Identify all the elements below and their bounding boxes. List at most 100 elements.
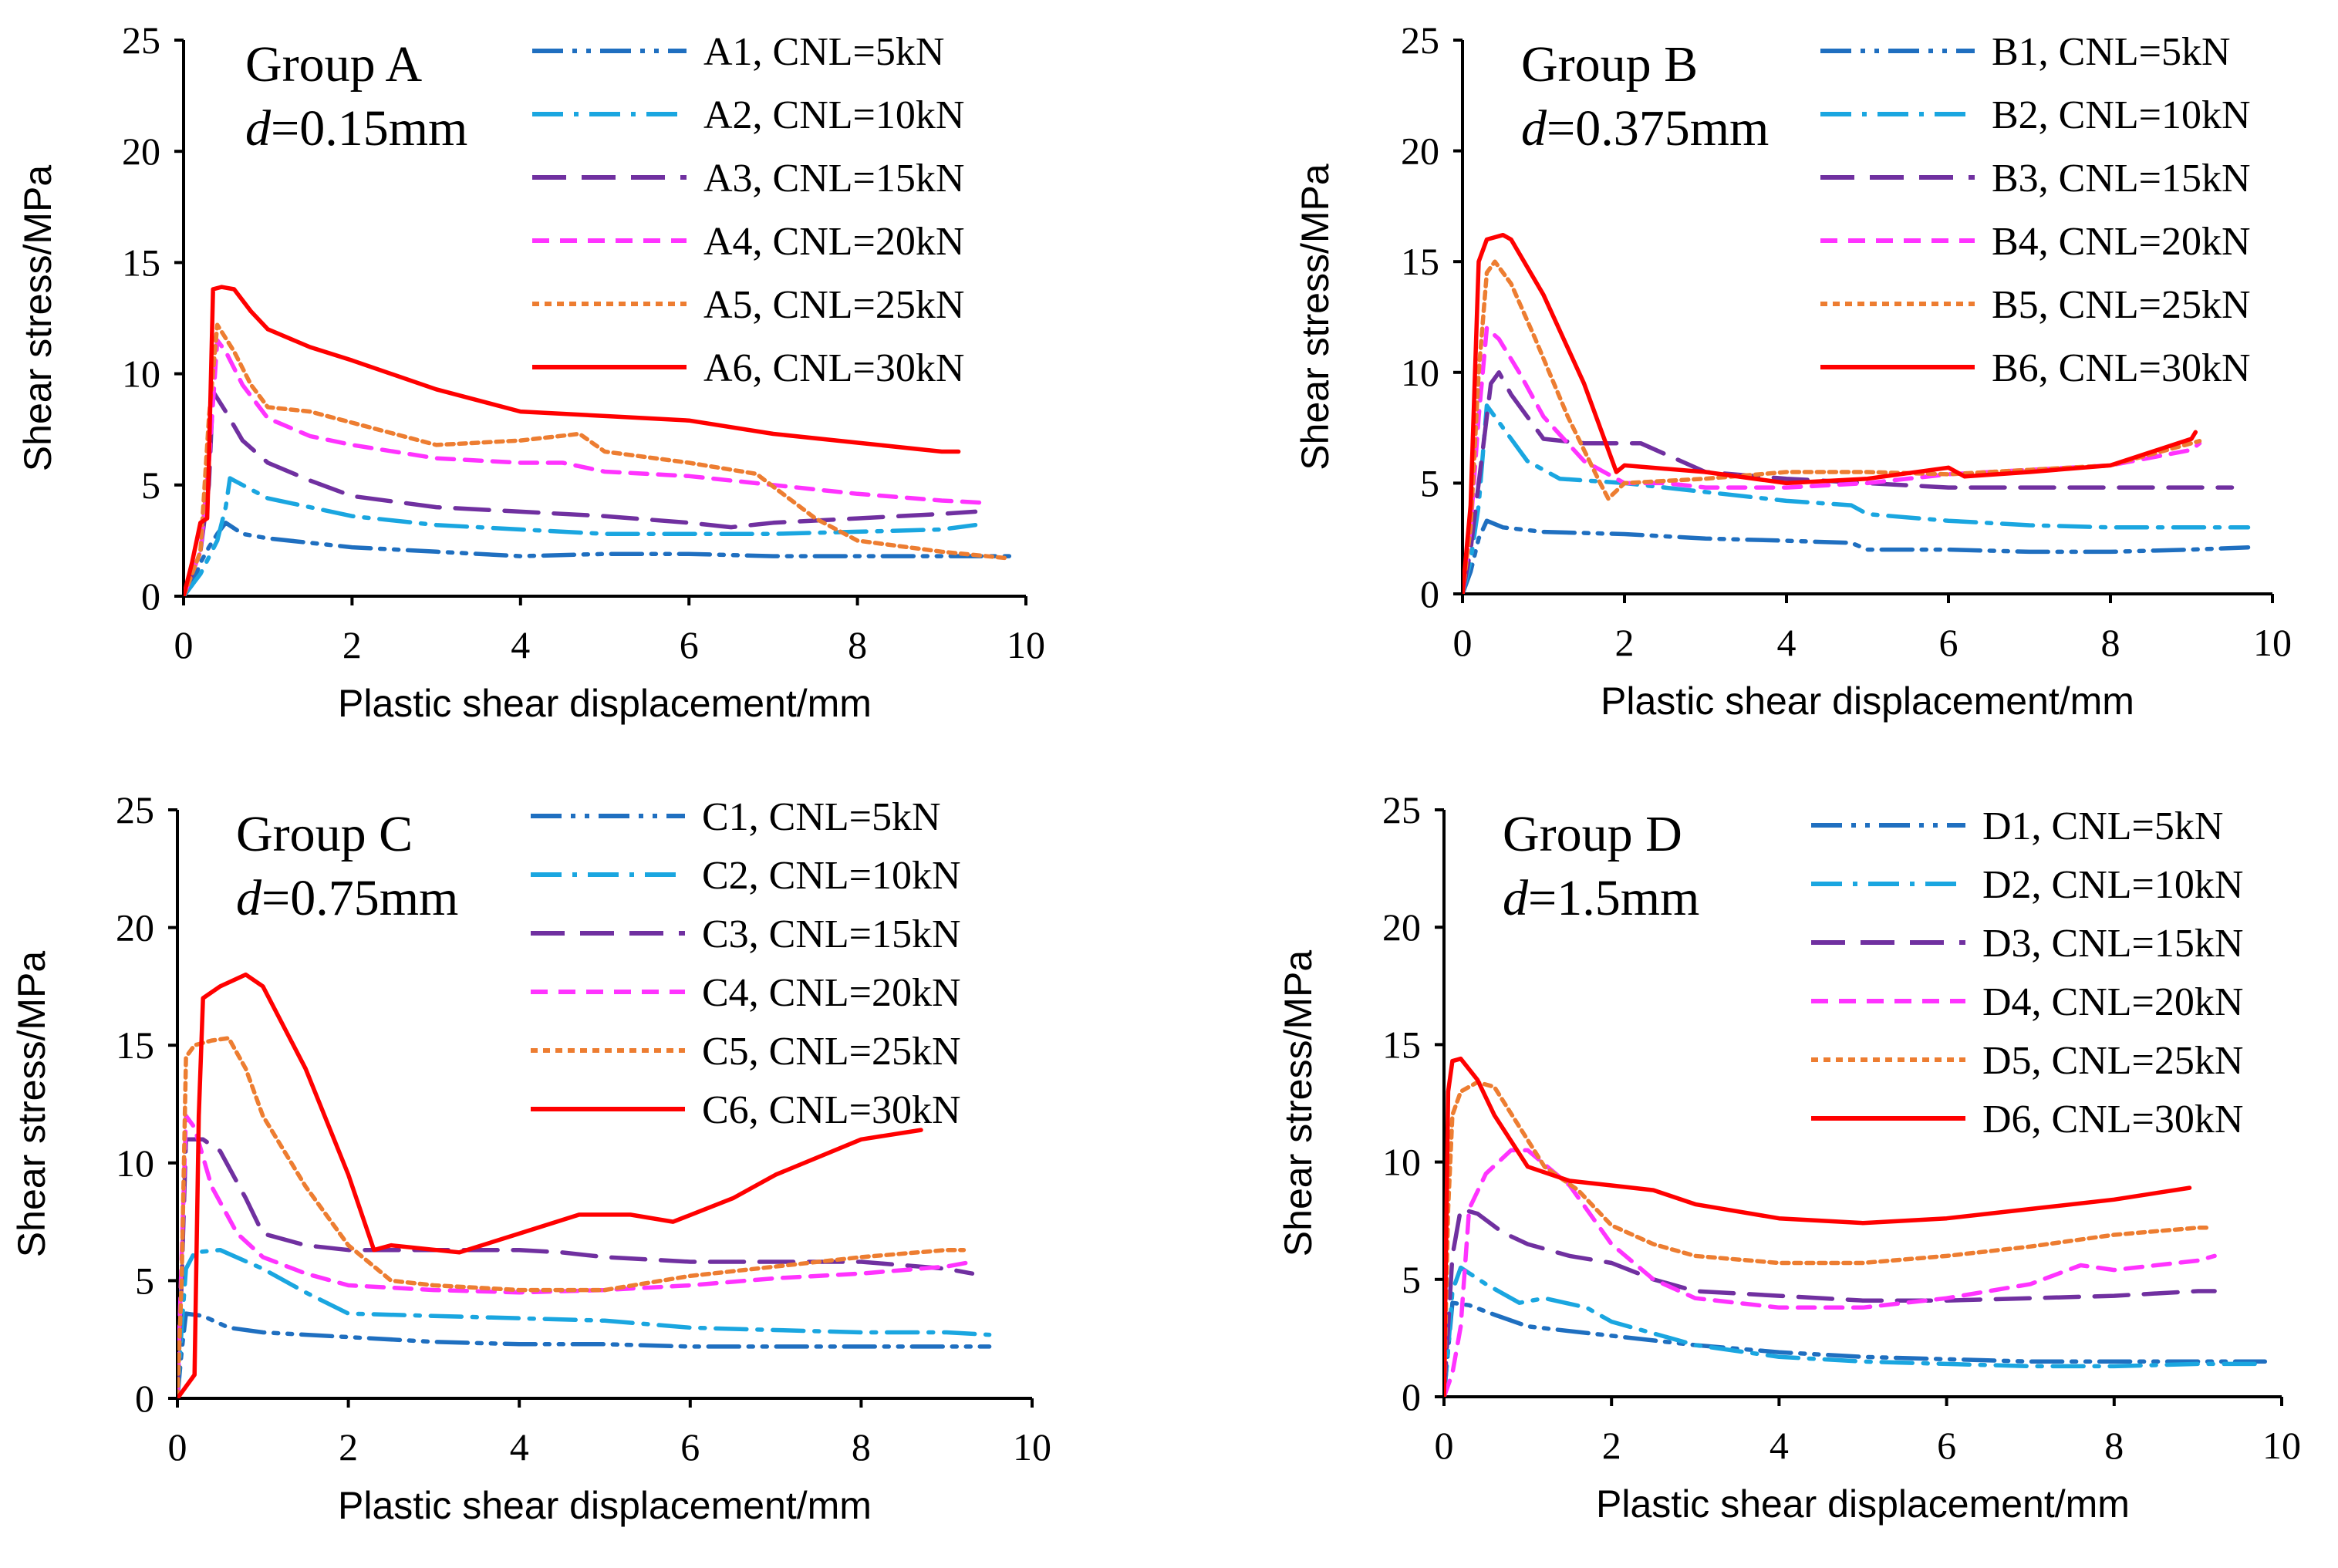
chart-1-y-tick-label: 15 xyxy=(122,241,160,284)
chart-3-legend-label-2: C2, CNL=10kN xyxy=(702,854,961,898)
chart-3-parameter-label: d=0.75mm xyxy=(236,870,458,926)
chart-1-x-tick-label: 10 xyxy=(1007,623,1045,666)
chart-4-legend-label-5: D5, CNL=25kN xyxy=(1982,1039,2243,1083)
chart-1-legend-label-5: A5, CNL=25kN xyxy=(703,283,964,327)
chart-2-x-tick-label: 8 xyxy=(2101,621,2120,664)
chart-3-y-tick-label: 15 xyxy=(116,1023,154,1067)
chart-1-x-tick-label: 2 xyxy=(342,623,362,666)
chart-4-x-tick-label: 10 xyxy=(2262,1424,2301,1467)
chart-2-x-tick-label: 2 xyxy=(1615,621,1635,664)
chart-3-y-tick-label: 10 xyxy=(116,1141,154,1185)
chart-4-x-tick-label: 8 xyxy=(2104,1424,2124,1467)
chart-3-x-tick-label: 4 xyxy=(510,1425,529,1469)
chart-3-series-4-line xyxy=(177,1114,975,1398)
chart-4-y-axis-title: Shear stress/MPa xyxy=(1277,950,1320,1257)
chart-3-x-tick-label: 8 xyxy=(852,1425,871,1469)
chart-4-x-tick-label: 2 xyxy=(1602,1424,1621,1467)
chart-4-series-3-line xyxy=(1444,1206,2217,1397)
chart-3-series-5-line xyxy=(177,1036,967,1398)
chart-4-legend-label-4: D4, CNL=20kN xyxy=(1982,980,2243,1024)
chart-3-legend-label-4: C4, CNL=20kN xyxy=(702,971,961,1015)
chart-1-legend-label-4: A4, CNL=20kN xyxy=(703,220,964,264)
chart-1-series-5-line xyxy=(184,322,1011,596)
chart-1-legend-label-2: A2, CNL=10kN xyxy=(703,93,964,137)
chart-1-group-title: Group A xyxy=(245,36,423,93)
chart-4-legend-label-6: D6, CNL=30kN xyxy=(1982,1098,2243,1141)
chart-1-x-tick-label: 8 xyxy=(848,623,867,666)
chart-2-legend-label-1: B1, CNL=5kN xyxy=(1992,30,2231,74)
chart-4-series-5-line xyxy=(1444,1080,2209,1397)
chart-2-legend-label-3: B3, CNL=15kN xyxy=(1992,157,2251,201)
chart-2-y-tick-label: 10 xyxy=(1401,351,1439,394)
chart-1-y-axis-title: Shear stress/MPa xyxy=(16,165,59,472)
chart-4: 0 5 10 15 20 25 0 2 4 6 8 10 Plastic shear displacem… xyxy=(1277,788,2301,1526)
chart-3-x-tick-label: 10 xyxy=(1013,1425,1051,1469)
chart-1-y-tick-label: 0 xyxy=(141,575,160,618)
chart-1-parameter-value: =0.15mm xyxy=(271,100,467,157)
chart-2-legend-label-6: B6, CNL=30kN xyxy=(1992,346,2251,390)
chart-2-y-axis-title: Shear stress/MPa xyxy=(1294,164,1337,470)
chart-3-parameter-value: =0.75mm xyxy=(261,870,458,926)
chart-2-x-tick-label: 0 xyxy=(1453,621,1473,664)
chart-4-series-4-line xyxy=(1444,1148,2217,1397)
chart-2-x-tick-label: 4 xyxy=(1777,621,1797,664)
chart-4-x-tick-label: 4 xyxy=(1770,1424,1789,1467)
chart-4-legend-label-3: D3, CNL=15kN xyxy=(1982,922,2243,966)
chart-4-parameter-label: d=1.5mm xyxy=(1503,870,1699,926)
chart-4-legend-label-1: D1, CNL=5kN xyxy=(1982,804,2223,848)
chart-2-y-tick-label: 20 xyxy=(1401,130,1439,173)
chart-3-legend-label-1: C1, CNL=5kN xyxy=(702,795,941,839)
chart-4-y-tick-label: 5 xyxy=(1402,1258,1421,1301)
chart-1-series-6-line xyxy=(184,285,961,596)
chart-2-series-5-line xyxy=(1463,259,2202,594)
chart-3-y-tick-label: 20 xyxy=(116,906,154,949)
chart-3-x-tick-label: 0 xyxy=(168,1425,187,1469)
chart-3-y-tick-label: 5 xyxy=(135,1259,154,1302)
chart-3-series-1-line xyxy=(177,1311,992,1398)
chart-2-legend-label-5: B5, CNL=25kN xyxy=(1992,283,2251,327)
chart-1-legend-label-1: A1, CNL=5kN xyxy=(703,30,944,74)
chart-3-y-axis-title: Shear stress/MPa xyxy=(10,951,53,1258)
chart-3-legend-label-6: C6, CNL=30kN xyxy=(702,1088,961,1132)
chart-4-group-title: Group D xyxy=(1503,806,1682,862)
chart-3-x-tick-label: 2 xyxy=(339,1425,358,1469)
chart-2-y-tick-label: 5 xyxy=(1420,461,1439,504)
chart-1-legend-label-6: A6, CNL=30kN xyxy=(703,346,964,390)
chart-1-x-tick-label: 0 xyxy=(174,623,194,666)
chart-4-parameter-value: =1.5mm xyxy=(1528,870,1699,926)
chart-2-parameter-label: d=0.375mm xyxy=(1521,100,1769,157)
chart-1: 0 5 10 15 20 25 0 2 4 6 8 10 Plastic shear displacem… xyxy=(16,19,1045,725)
chart-1-y-tick-label: 10 xyxy=(122,352,160,396)
chart-2-y-tick-label: 25 xyxy=(1401,19,1439,62)
chart-4-x-axis-title: Plastic shear displacement/mm xyxy=(1596,1482,2130,1526)
chart-1-parameter-symbol: d xyxy=(245,100,272,157)
chart-4-parameter-symbol: d xyxy=(1503,870,1529,926)
chart-3-legend-label-3: C3, CNL=15kN xyxy=(702,912,961,956)
chart-2-legend-label-4: B4, CNL=20kN xyxy=(1992,220,2251,264)
chart-4-x-tick-label: 0 xyxy=(1435,1424,1454,1467)
chart-2-x-tick-label: 10 xyxy=(2253,621,2292,664)
chart-1-x-tick-label: 6 xyxy=(680,623,699,666)
chart-1-parameter-label: d=0.15mm xyxy=(245,100,467,157)
chart-2: 0 5 10 15 20 25 0 2 4 6 8 10 Plastic shear displacem… xyxy=(1294,19,2292,723)
chart-4-y-tick-label: 20 xyxy=(1382,905,1421,949)
chart-2-x-axis-title: Plastic shear displacement/mm xyxy=(1601,679,2134,723)
chart-1-series-2-line xyxy=(184,476,978,596)
chart-3: 0 5 10 15 20 25 0 2 4 6 8 10 Plastic shear displacem… xyxy=(10,788,1051,1527)
chart-1-x-axis-title: Plastic shear displacement/mm xyxy=(338,682,872,725)
chart-2-group-title: Group B xyxy=(1521,36,1698,93)
chart-3-x-tick-label: 6 xyxy=(680,1425,700,1469)
chart-2-series-1-line xyxy=(1463,518,2251,594)
chart-3-series-6-line xyxy=(177,972,923,1398)
chart-4-y-tick-label: 15 xyxy=(1382,1023,1421,1066)
chart-2-parameter-symbol: d xyxy=(1521,100,1547,157)
chart-1-legend-label-3: A3, CNL=15kN xyxy=(703,157,964,201)
chart-4-y-tick-label: 25 xyxy=(1382,788,1421,831)
chart-4-y-tick-label: 0 xyxy=(1402,1375,1421,1418)
chart-3-y-tick-label: 0 xyxy=(135,1377,154,1420)
chart-3-parameter-symbol: d xyxy=(236,870,262,926)
chart-2-x-tick-label: 6 xyxy=(1939,621,1958,664)
chart-2-legend-label-2: B2, CNL=10kN xyxy=(1992,93,2251,137)
chart-3-y-tick-label: 25 xyxy=(116,788,154,831)
